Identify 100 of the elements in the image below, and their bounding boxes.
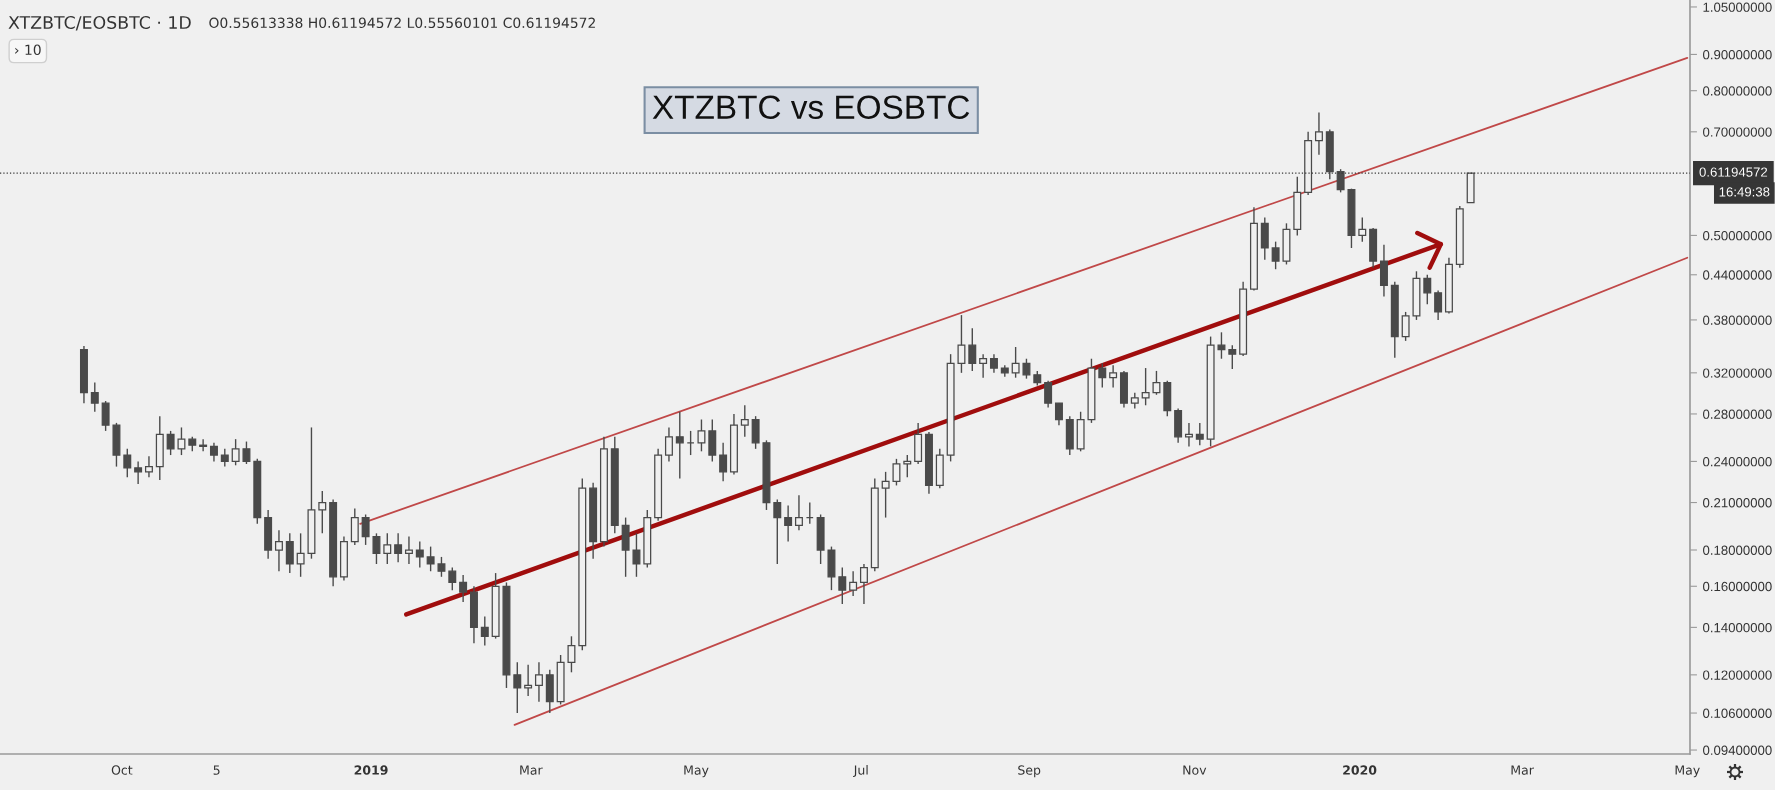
x-tick-label: 5 — [213, 765, 220, 775]
candlestick — [1022, 358, 1031, 380]
candlestick — [524, 664, 533, 697]
candlestick — [794, 494, 803, 531]
y-tick-label: 0.10600000 — [1703, 708, 1772, 718]
x-tick-label: Jul — [853, 765, 868, 778]
candlestick — [989, 353, 998, 374]
candlestick — [101, 400, 110, 432]
x-tick-label: Nov — [1183, 765, 1207, 775]
text: 16:49:38 — [1719, 187, 1770, 197]
candlestick — [285, 532, 294, 574]
candlestick — [1271, 240, 1280, 270]
candlestick — [296, 532, 305, 578]
y-tick-label: 0.18000000 — [1703, 545, 1772, 555]
ref-line-label: 0.61194572 — [1699, 167, 1768, 177]
candlestick — [177, 426, 186, 456]
y-tick-label: 0.38000000 — [1703, 315, 1772, 325]
candlestick — [664, 426, 673, 463]
x-tick-label: 2019 — [354, 765, 388, 775]
candlestick — [957, 314, 966, 374]
candlestick — [90, 381, 99, 413]
candlestick — [1217, 331, 1226, 360]
y-tick-label: 0.24000000 — [1703, 456, 1772, 467]
candlestick — [231, 438, 240, 466]
candlestick — [773, 498, 782, 565]
y-tick-label: 0.90000000 — [1703, 49, 1772, 60]
y-tick-label: 0.09400000 — [1703, 745, 1772, 755]
candlestick — [1228, 344, 1237, 370]
candlestick — [1152, 370, 1161, 396]
text: XTZBTC/EOSBTC · 1D — [8, 15, 191, 31]
candlestick — [426, 545, 435, 572]
candlestick — [1141, 367, 1150, 406]
candlestick — [567, 635, 576, 673]
candlestick — [979, 353, 988, 379]
candlestick — [242, 440, 251, 465]
x-tick-label: Oct — [111, 765, 133, 775]
candlestick — [144, 455, 153, 478]
y-tick-label: 0.44000000 — [1703, 270, 1772, 280]
candlestick — [534, 661, 543, 703]
candlestick — [209, 442, 218, 463]
candlestick — [1401, 311, 1410, 342]
x-tick-label: Mar — [1511, 765, 1534, 775]
candlestick — [1054, 402, 1063, 426]
candlestick — [697, 418, 706, 453]
candlestick — [849, 570, 858, 597]
y-tick-label: 0.21000000 — [1703, 498, 1772, 508]
candlestick — [1336, 168, 1345, 194]
candlestick — [415, 540, 424, 569]
y-tick-label: 0.50000000 — [1703, 230, 1772, 241]
y-tick-label: 0.14000000 — [1703, 622, 1772, 633]
candlestick — [383, 532, 392, 565]
candlestick — [123, 448, 132, 478]
candlestick — [437, 556, 446, 578]
candlestick — [784, 504, 793, 543]
candlestick — [632, 532, 641, 578]
candlestick — [448, 566, 457, 591]
candlestick — [1358, 216, 1367, 243]
y-tick-label: 0.12000000 — [1703, 670, 1772, 680]
y-tick-label: 0.70000000 — [1703, 127, 1772, 137]
candlestick — [1434, 289, 1443, 321]
x-tick-label: Mar — [520, 765, 543, 775]
candlestick — [372, 532, 381, 565]
candlestick — [1195, 422, 1204, 446]
x-tick-label: Sep — [1018, 765, 1041, 778]
annotation: › 10 — [15, 44, 41, 56]
candlestick — [1423, 274, 1432, 305]
candlestick — [838, 566, 847, 605]
candlestick — [274, 529, 283, 572]
candlestick — [394, 532, 403, 563]
candlestick — [1109, 364, 1118, 389]
candlestick — [675, 411, 684, 480]
candlestick — [166, 430, 175, 456]
candlestick — [1044, 379, 1053, 409]
y-tick-label: 0.32000000 — [1703, 368, 1772, 378]
x-tick-label: May — [1675, 765, 1700, 778]
candlestick — [968, 327, 977, 372]
candlestick — [480, 615, 489, 647]
candlestick — [1011, 346, 1020, 379]
x-tick-label: 2020 — [1343, 765, 1377, 775]
candlestick — [892, 458, 901, 487]
y-tick-label: 1.05000000 — [1703, 2, 1772, 12]
candlestick — [751, 415, 760, 450]
candlestick — [881, 471, 890, 519]
y-tick-label: 0.16000000 — [1703, 581, 1772, 592]
candlestick — [361, 513, 370, 546]
candlestick — [859, 563, 868, 605]
candlestick — [719, 442, 728, 482]
candlestick — [459, 574, 468, 603]
candlestick — [903, 454, 912, 478]
candlestick — [350, 507, 359, 546]
candlestick — [1314, 111, 1323, 156]
candlestick — [1098, 362, 1107, 389]
candlestick — [318, 490, 327, 535]
y-tick-label: 0.80000000 — [1703, 86, 1772, 96]
x-tick-label: May — [684, 765, 709, 778]
y-tick-label: 0.28000000 — [1703, 409, 1772, 419]
candlestick — [513, 661, 522, 714]
candlestick — [740, 404, 749, 438]
candlestick — [134, 460, 143, 485]
annotation: O0.55613338 H0.61194572 L0.55560101 C0.61194572 — [209, 17, 595, 29]
